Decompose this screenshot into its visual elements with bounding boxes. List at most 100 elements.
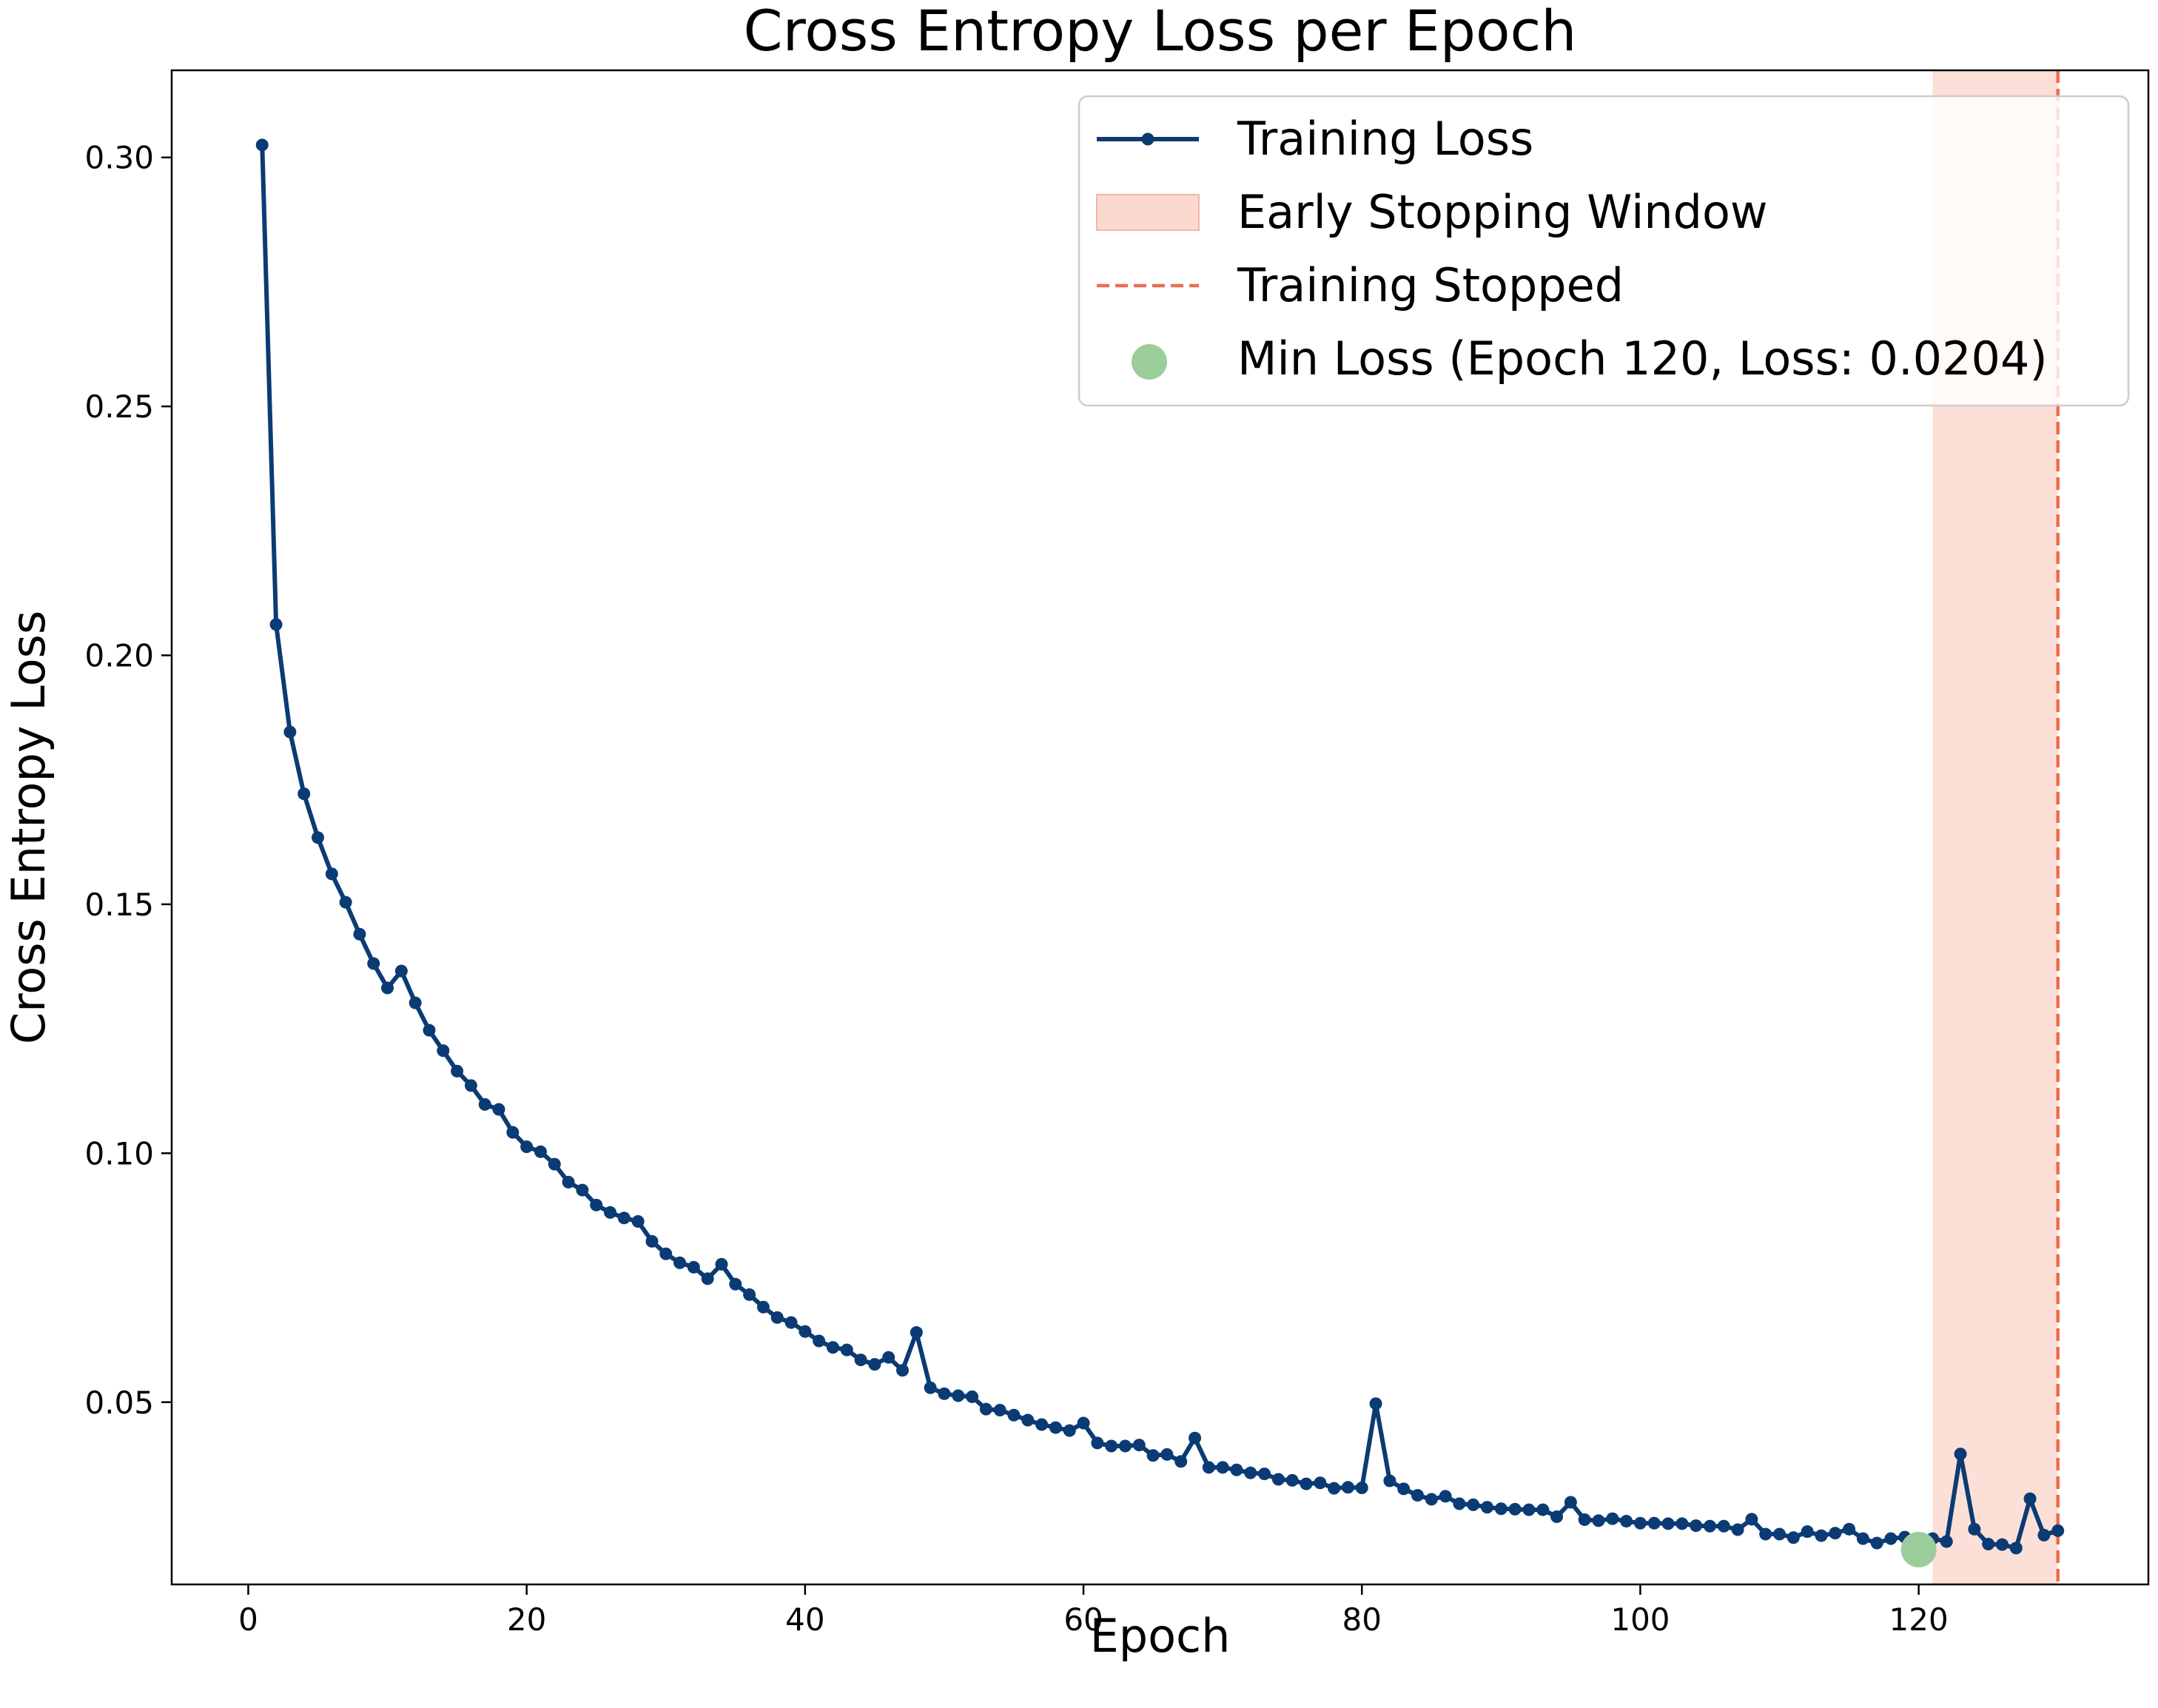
data-point xyxy=(1328,1482,1341,1495)
data-point xyxy=(1647,1516,1661,1530)
data-point xyxy=(325,867,338,881)
x-tick-label: 100 xyxy=(1610,1601,1670,1638)
data-point xyxy=(1049,1421,1062,1434)
y-tick-label: 0.15 xyxy=(84,887,154,923)
data-point xyxy=(269,618,283,631)
data-point xyxy=(451,1064,464,1077)
x-tick-label: 80 xyxy=(1342,1601,1382,1638)
x-tick-label: 20 xyxy=(507,1601,546,1638)
data-point xyxy=(1801,1525,1814,1539)
data-point xyxy=(1940,1535,1953,1548)
data-point xyxy=(1369,1397,1382,1411)
axes-frame xyxy=(170,69,2150,1586)
data-point xyxy=(979,1402,992,1416)
data-point xyxy=(1759,1527,1772,1541)
data-point xyxy=(1202,1461,1215,1474)
data-point xyxy=(381,981,394,995)
data-point xyxy=(1258,1467,1271,1481)
data-point xyxy=(1411,1489,1424,1502)
data-point xyxy=(1884,1532,1898,1545)
data-point xyxy=(464,1079,477,1092)
data-point xyxy=(1021,1413,1035,1427)
data-point xyxy=(952,1389,965,1402)
data-point xyxy=(1271,1473,1285,1486)
y-axis: 0.05 0.10 0.15 0.20 0.25 0.30 xyxy=(84,140,172,1421)
legend-box xyxy=(1078,95,2130,407)
data-point xyxy=(687,1260,700,1274)
data-point xyxy=(255,138,269,152)
data-point xyxy=(659,1247,673,1260)
x-axis: 0 20 40 60 80 100 120 xyxy=(238,1584,1949,1638)
data-point xyxy=(1661,1517,1675,1530)
x-tick-label: 0 xyxy=(238,1601,258,1638)
data-point xyxy=(1550,1510,1564,1523)
data-point xyxy=(1954,1448,1967,1461)
data-point xyxy=(1703,1519,1716,1533)
data-point xyxy=(409,996,422,1009)
data-point xyxy=(1146,1449,1160,1462)
legend-label: Training Loss xyxy=(1237,112,1533,166)
data-point xyxy=(548,1157,561,1171)
data-point xyxy=(1494,1502,1507,1516)
data-point xyxy=(1536,1503,1550,1516)
data-point xyxy=(743,1288,756,1301)
data-point xyxy=(1244,1466,1257,1479)
data-point xyxy=(756,1300,770,1314)
data-point xyxy=(1174,1455,1188,1468)
data-point xyxy=(1091,1436,1104,1450)
data-point xyxy=(1118,1439,1132,1453)
x-tick-label: 40 xyxy=(785,1601,824,1638)
data-point xyxy=(2009,1541,2023,1555)
legend-patch-icon xyxy=(1096,194,1200,231)
data-point xyxy=(924,1381,937,1394)
data-point xyxy=(840,1343,853,1356)
data-point xyxy=(993,1404,1006,1417)
data-point xyxy=(1439,1490,1452,1503)
data-point xyxy=(701,1272,714,1285)
data-point xyxy=(298,787,311,801)
data-point xyxy=(1397,1482,1411,1496)
data-point xyxy=(1189,1431,1202,1445)
data-point xyxy=(1829,1527,1842,1540)
data-point xyxy=(520,1140,534,1154)
data-point xyxy=(938,1387,951,1400)
data-point xyxy=(562,1175,575,1188)
data-point xyxy=(1995,1538,2009,1551)
data-point xyxy=(729,1277,742,1291)
data-point xyxy=(353,927,366,941)
legend-marker-icon xyxy=(1141,132,1154,146)
data-point xyxy=(1982,1538,1995,1551)
data-point xyxy=(1132,1439,1146,1452)
chart-title: Cross Entropy Loss per Epoch xyxy=(744,0,1577,64)
data-point xyxy=(1675,1517,1689,1530)
data-point xyxy=(1856,1532,1869,1545)
data-point xyxy=(590,1198,603,1211)
data-point xyxy=(1633,1516,1647,1530)
data-point xyxy=(1063,1424,1076,1437)
data-point xyxy=(910,1326,923,1339)
data-point xyxy=(423,1023,436,1037)
training-loss-line xyxy=(260,142,2060,1552)
data-point xyxy=(1383,1474,1396,1487)
data-point xyxy=(868,1358,881,1371)
data-point xyxy=(394,964,408,978)
data-point xyxy=(1620,1515,1633,1528)
data-point xyxy=(1285,1473,1299,1487)
data-point xyxy=(813,1334,826,1348)
data-point xyxy=(1425,1493,1438,1506)
data-point xyxy=(896,1364,910,1377)
y-tick-label: 0.20 xyxy=(84,638,154,674)
legend-label: Training Stopped xyxy=(1237,258,1624,312)
data-point xyxy=(1786,1531,1800,1544)
data-point xyxy=(576,1183,589,1197)
data-point xyxy=(1968,1522,1981,1536)
data-point xyxy=(1815,1529,1828,1542)
data-point xyxy=(604,1206,617,1219)
data-point xyxy=(2037,1528,2051,1541)
data-point xyxy=(770,1311,784,1324)
data-point xyxy=(1592,1514,1605,1527)
data-point xyxy=(1564,1496,1577,1509)
data-point xyxy=(1870,1536,1883,1550)
data-point xyxy=(1077,1416,1090,1430)
